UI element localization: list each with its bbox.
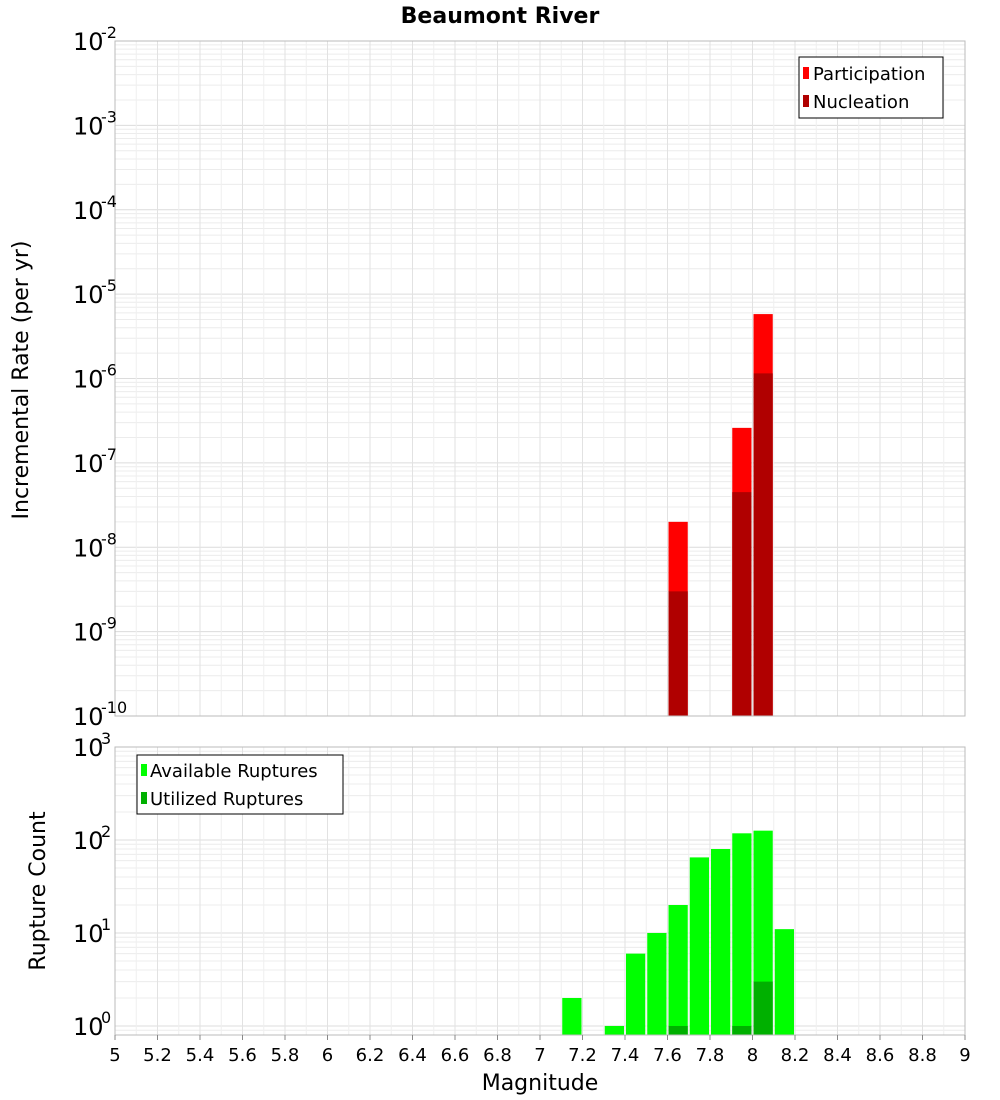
rate-y-tick-base: 10: [73, 619, 104, 647]
x-tick-label: 8.6: [866, 1045, 895, 1066]
rate-y-tick-base: 10: [73, 112, 104, 140]
rate-y-tick-exponent: -7: [101, 445, 117, 464]
count-y-tick-base: 10: [73, 1013, 104, 1041]
x-tick-label: 8.2: [781, 1045, 810, 1066]
count-legend: Available Ruptures Utilized Ruptures: [136, 754, 344, 815]
x-tick-label: 6.8: [483, 1045, 512, 1066]
chart-title: Beaumont River: [401, 4, 600, 29]
count-bar-available-ruptures: [711, 849, 731, 1035]
rate-plot-frame: [114, 40, 966, 717]
x-tick-label: 8: [747, 1045, 758, 1066]
count-legend-box: [136, 754, 344, 815]
x-tick-label: 8.4: [823, 1045, 852, 1066]
nucleation-legend-label: Nucleation: [813, 92, 909, 113]
count-bars: [562, 830, 794, 1035]
available-legend-label: Available Ruptures: [150, 761, 318, 782]
count-y-tick-base: 10: [73, 827, 104, 855]
x-tick-label: 6.6: [441, 1045, 470, 1066]
rate-y-tick-base: 10: [73, 28, 104, 56]
rate-y-tick-exponent: -10: [101, 698, 127, 717]
rate-y-tick-exponent: -8: [101, 529, 117, 548]
count-y-tick-base: 10: [73, 734, 104, 762]
x-tick-label: 7: [534, 1045, 545, 1066]
count-bar-available-ruptures: [604, 1025, 624, 1035]
rate-y-tick-exponent: -2: [101, 23, 117, 42]
count-bar-available-ruptures: [668, 904, 688, 1035]
rate-bar-nucleation: [732, 492, 752, 716]
nucleation-legend-swatch: [803, 95, 809, 107]
count-y-tick-exponent: 1: [101, 915, 111, 934]
rate-y-tick-base: 10: [73, 197, 104, 225]
rate-legend-box: [798, 56, 944, 119]
count-bar-utilized-ruptures: [732, 1025, 752, 1035]
x-tick-label: 7.8: [696, 1045, 725, 1066]
rate-y-tick-exponent: -9: [101, 614, 117, 633]
rate-y-tick-exponent: -6: [101, 361, 117, 380]
rate-y-tick-base: 10: [73, 534, 104, 562]
participation-legend-label: Participation: [813, 64, 925, 85]
x-axis-ticks: 5 5.2 5.4 5.6 5.8 6 6.2 6.4 6.6 6.8 7 7.2 7.4 7.6 7.8 8…: [109, 1035, 971, 1066]
rate-y-tick-exponent: -3: [101, 107, 117, 126]
count-bar-available-ruptures: [732, 833, 752, 1035]
rate-bars: [668, 314, 773, 716]
x-tick-label: 7.2: [568, 1045, 597, 1066]
utilized-legend-label: Utilized Ruptures: [150, 789, 303, 810]
rate-legend: Participation Nucleation: [798, 56, 944, 119]
rate-y-tick-exponent: -5: [101, 276, 117, 295]
rate-y-tick-base: 10: [73, 450, 104, 478]
available-legend-swatch: [141, 764, 147, 776]
count-y-tick-exponent: 0: [101, 1008, 111, 1027]
count-bar-available-ruptures: [689, 857, 709, 1035]
rate-grid: [114, 41, 966, 717]
x-tick-label: 7.6: [653, 1045, 682, 1066]
rate-bar-nucleation: [668, 591, 688, 716]
x-tick-label: 6: [322, 1045, 333, 1066]
count-y-tick-exponent: 2: [101, 822, 111, 841]
count-bar-available-ruptures: [774, 929, 794, 1035]
rate-y-tick-exponent: -4: [101, 192, 117, 211]
x-tick-label: 5.8: [271, 1045, 300, 1066]
rate-bar-nucleation: [753, 373, 773, 716]
count-bar-available-ruptures: [626, 953, 646, 1035]
count-bar-utilized-ruptures: [668, 1025, 688, 1035]
rate-y-axis-label: Incremental Rate (per yr): [9, 241, 34, 520]
x-tick-label: 5.4: [186, 1045, 215, 1066]
count-y-axis-label: Rupture Count: [26, 811, 51, 971]
count-bar-available-ruptures: [647, 932, 667, 1035]
x-axis-label: Magnitude: [482, 1071, 599, 1096]
x-tick-label: 5: [109, 1045, 120, 1066]
rate-y-tick-base: 10: [73, 366, 104, 394]
rate-y-tick-base: 10: [73, 703, 104, 731]
x-tick-label: 9: [959, 1045, 970, 1066]
x-tick-label: 5.2: [143, 1045, 172, 1066]
participation-legend-swatch: [803, 67, 809, 79]
x-tick-label: 5.6: [228, 1045, 257, 1066]
x-tick-label: 6.2: [356, 1045, 385, 1066]
x-tick-label: 7.4: [611, 1045, 640, 1066]
count-bar-available-ruptures: [562, 997, 582, 1035]
utilized-legend-swatch: [141, 792, 147, 804]
count-y-tick-exponent: 3: [101, 729, 111, 748]
x-tick-label: 6.4: [398, 1045, 427, 1066]
x-tick-label: 8.8: [908, 1045, 937, 1066]
count-bar-utilized-ruptures: [753, 981, 773, 1035]
rate-y-tick-base: 10: [73, 281, 104, 309]
count-y-tick-base: 10: [73, 920, 104, 948]
